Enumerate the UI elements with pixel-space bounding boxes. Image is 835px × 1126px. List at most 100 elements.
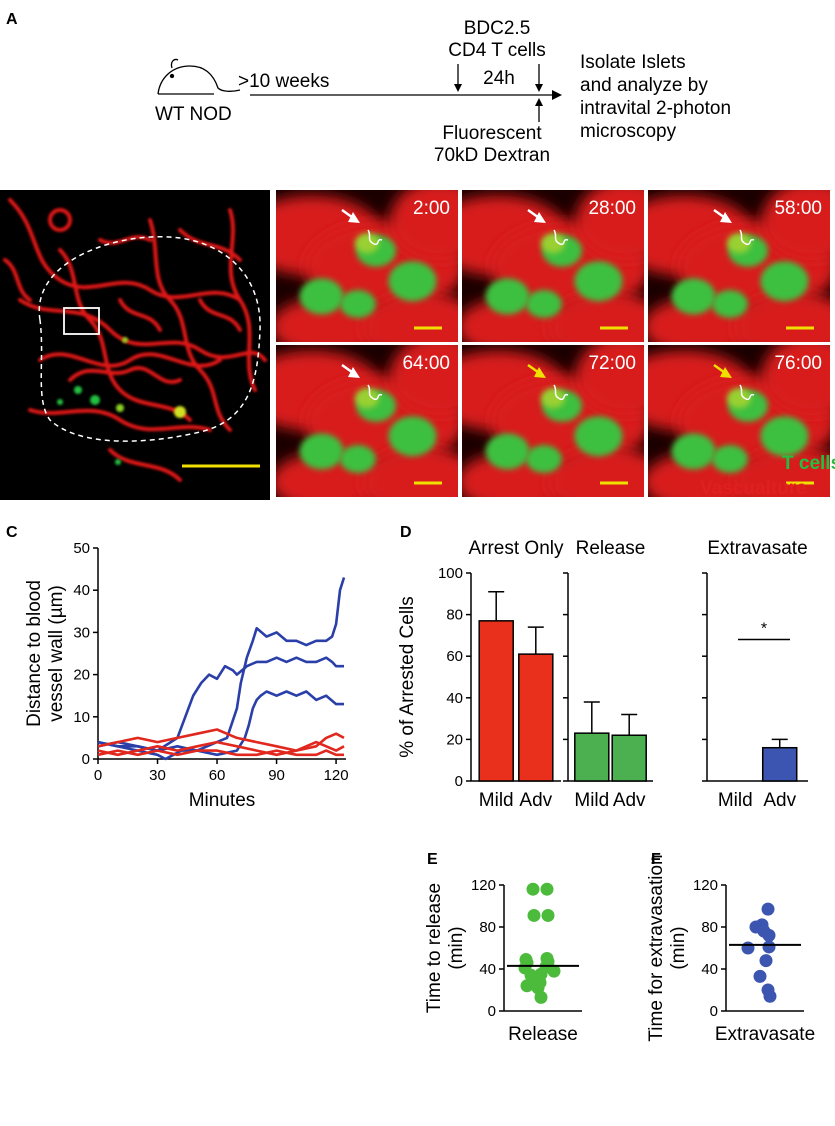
- timelapse-tile: 72:00: [462, 345, 644, 497]
- y-tick-label: 80: [479, 919, 496, 936]
- tcell-blob: [574, 261, 623, 302]
- category-label: Mild: [718, 790, 753, 811]
- data-point: [527, 908, 541, 922]
- x-tick-label: 60: [209, 767, 226, 784]
- tcell-blob: [485, 278, 530, 315]
- panel-f-letter: F: [651, 851, 661, 868]
- tcell-blob: [711, 445, 748, 473]
- series-line: [97, 656, 344, 752]
- cells-label-1: BDC2.5: [464, 18, 531, 39]
- timelapse-tile: 64:00: [276, 345, 458, 497]
- y-axis-title-line-2: (min): [446, 926, 467, 969]
- y-tick-label: 20: [446, 731, 463, 748]
- cell-track: [367, 384, 383, 401]
- outcome-line-1: Isolate Islets: [580, 52, 686, 73]
- y-axis-title-line-1: Time for extravasation: [646, 854, 667, 1041]
- tcell-blob: [525, 290, 562, 318]
- y-tick-label: 80: [446, 607, 463, 624]
- bar-group: 0 20 40 60 80 100 Arrest Only Mild Adv: [438, 538, 564, 811]
- category-label: Mild: [574, 790, 609, 811]
- mouse-icon: [157, 58, 241, 95]
- panel-d: D % of Arrested Cells 0 20 40 60 80 100 Arrest …: [397, 524, 808, 811]
- timeline-arrowhead: [552, 90, 562, 100]
- data-point: [762, 928, 776, 942]
- vessel-blob: [389, 345, 458, 416]
- tracked-tcell: [727, 388, 751, 409]
- data-point: [763, 989, 777, 1003]
- cell-track: [739, 384, 755, 401]
- tcell-blob: [485, 433, 530, 470]
- y-axis-title-line-2: vessel wall (µm): [46, 585, 67, 722]
- tcell-blob: [671, 433, 716, 470]
- category-label: Adv: [519, 790, 552, 811]
- timelapse-tile: 2:00: [276, 190, 458, 342]
- cell-arrowhead: [720, 212, 732, 223]
- timelapse-tiles: 2:00 28:00 58:00 64:00 72:00 76:00: [276, 190, 830, 497]
- tile-content: 72:00: [462, 345, 644, 497]
- age-label: >10 weeks: [238, 71, 329, 92]
- tcell-blob: [388, 416, 437, 457]
- tile-content: 58:00: [648, 190, 830, 342]
- category-label: Adv: [613, 790, 646, 811]
- y-axis-title: % of Arrested Cells: [397, 596, 418, 758]
- bar: [761, 746, 798, 782]
- panel-b: B: [0, 190, 835, 500]
- timelapse-tile: 58:00: [648, 190, 830, 342]
- bar: [518, 653, 554, 782]
- panel-c: C 0 10 20 30 40 50 0 30 60 90 120 Minutes Distance t…: [6, 524, 349, 811]
- data-point: [759, 954, 773, 968]
- panel-a-letter: A: [6, 11, 18, 28]
- y-tick-label: 40: [446, 690, 463, 707]
- y-axis-title-line-2: (min): [668, 926, 689, 969]
- y-tick-label: 120: [693, 877, 718, 894]
- data-point: [526, 882, 540, 896]
- injection-arrowhead-2: [535, 84, 543, 92]
- panel-a: A WT NOD >10 weeks BDC2.5 CD4 T cells 24…: [6, 11, 731, 166]
- outcome-line-3: intravital 2-photon: [580, 98, 731, 119]
- tcell-blob: [711, 290, 748, 318]
- panel-f: F 0 40 80 120 Extravasate Time for extravasat…: [646, 851, 815, 1045]
- cell-track: [739, 229, 755, 246]
- timestamp-label: 64:00: [402, 353, 450, 374]
- y-axis-title-line-1: Time to release: [424, 883, 445, 1013]
- legend-vasculature: Vascualture: [700, 478, 807, 499]
- bar: [611, 734, 647, 782]
- outcome-line-4: microscopy: [580, 121, 677, 142]
- interval-label: 24h: [483, 68, 515, 89]
- outcome-line-2: and analyze by: [580, 75, 708, 96]
- group-title: Extravasate: [707, 538, 807, 559]
- bar-group: Release Mild Adv: [563, 538, 653, 811]
- timestamp-label: 58:00: [774, 198, 822, 219]
- x-tick-label: 90: [268, 767, 285, 784]
- x-axis-title: Minutes: [189, 790, 256, 811]
- significance-marker: *: [761, 621, 767, 638]
- tcell-blob: [339, 445, 376, 473]
- tile-content: 64:00: [276, 345, 458, 497]
- series-line: [97, 749, 344, 757]
- tracked-tcell: [727, 233, 751, 254]
- data-point: [520, 979, 534, 993]
- injection-arrowhead-1: [454, 84, 462, 92]
- timelapse-tile: 28:00: [462, 190, 644, 342]
- cells-label-2: CD4 T cells: [448, 40, 546, 61]
- category-label: Release: [508, 1024, 578, 1045]
- tcell-blob: [574, 416, 623, 457]
- y-tick-label: 80: [701, 919, 718, 936]
- panel-d-letter: D: [400, 524, 412, 541]
- data-point: [741, 941, 755, 955]
- vessel-blob: [575, 190, 644, 261]
- category-label: Mild: [479, 790, 514, 811]
- mouse-label: WT NOD: [155, 104, 232, 125]
- data-point: [753, 969, 767, 983]
- cell-arrowhead: [348, 212, 360, 223]
- x-tick-label: 30: [149, 767, 166, 784]
- dextran-label-2: 70kD Dextran: [434, 145, 550, 166]
- y-tick-label: 20: [73, 667, 90, 684]
- cell-arrowhead: [348, 367, 360, 378]
- y-tick-label: 50: [73, 540, 90, 557]
- series-line: [97, 690, 344, 761]
- cell-track: [367, 229, 383, 246]
- y-tick-label: 0: [710, 1003, 718, 1020]
- timestamp-label: 28:00: [588, 198, 636, 219]
- panel-e-letter: E: [427, 851, 438, 868]
